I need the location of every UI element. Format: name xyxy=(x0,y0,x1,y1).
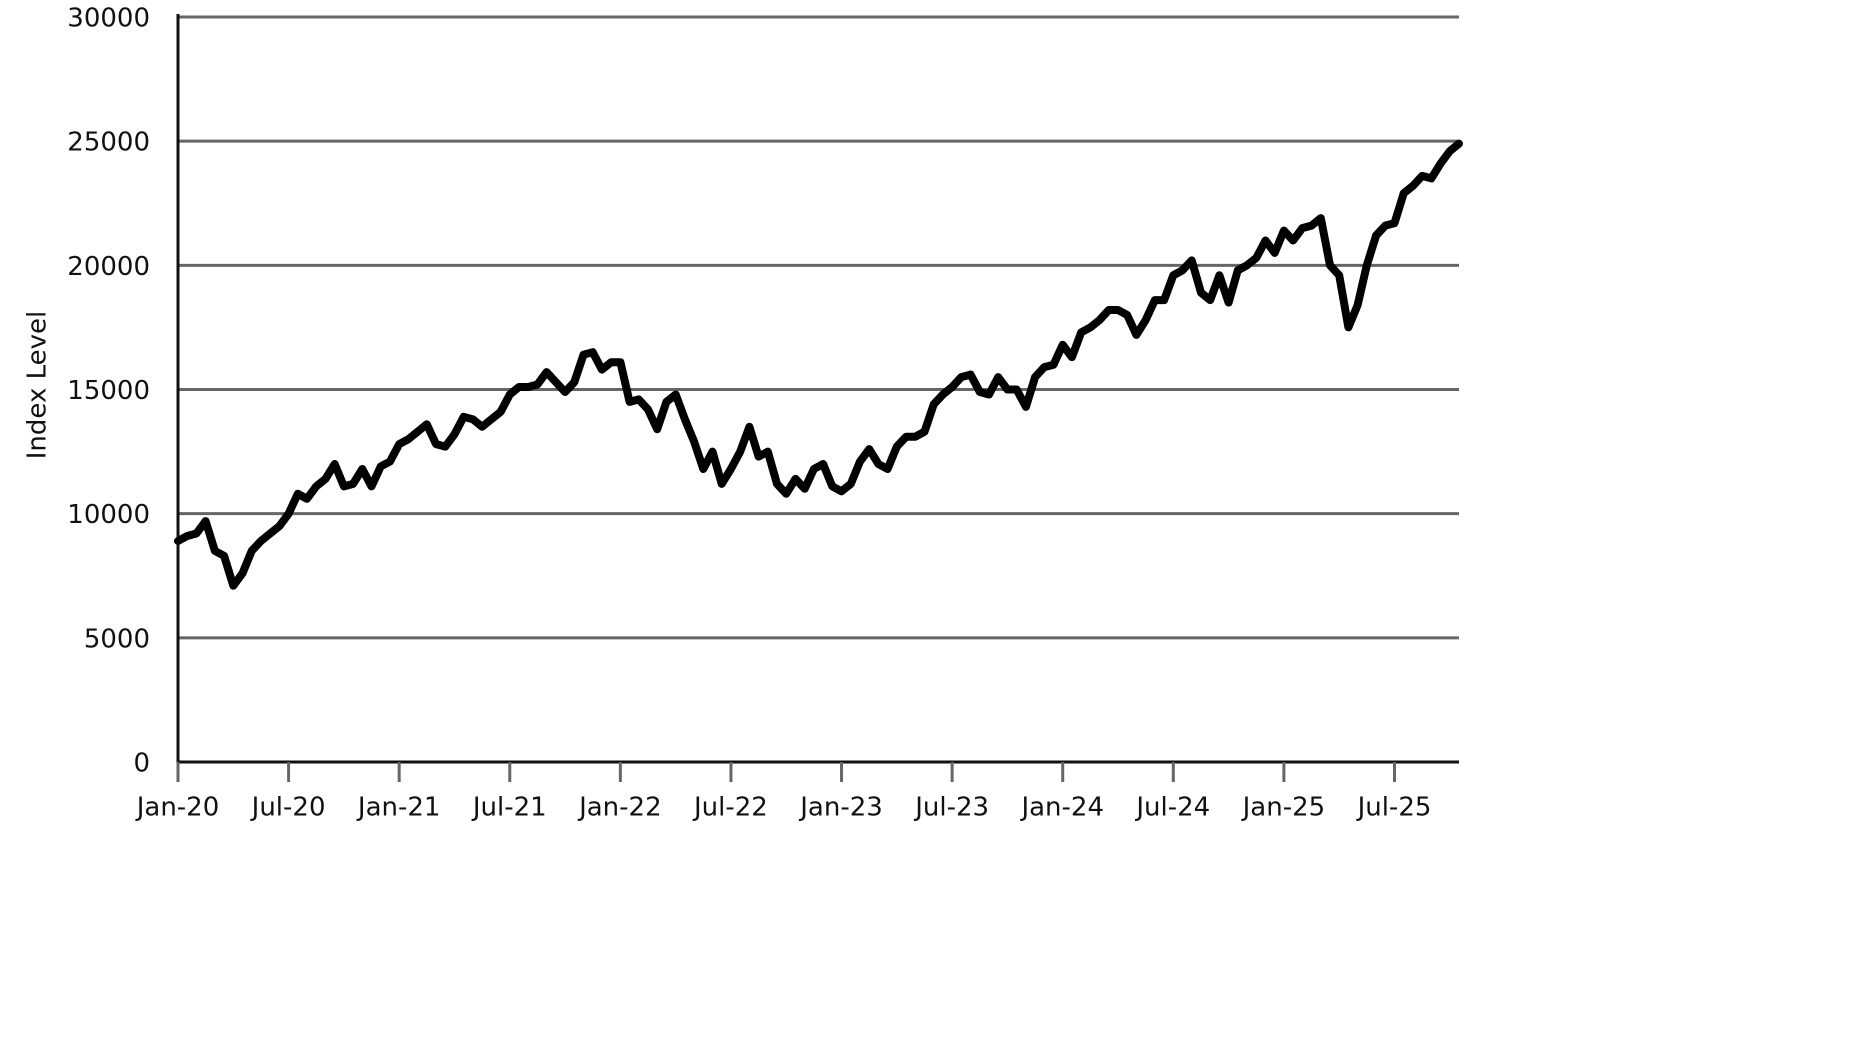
y-tick-label: 5000 xyxy=(84,624,150,654)
y-axis-label: Index Level xyxy=(23,311,53,459)
data-line xyxy=(174,139,1463,590)
y-tick-label: 0 xyxy=(133,749,150,779)
x-tick-label: Jan-25 xyxy=(1241,793,1326,823)
x-tick-label: Jan-21 xyxy=(356,793,441,823)
y-tick-label: 30000 xyxy=(67,4,150,34)
x-tick-label: Jul-21 xyxy=(471,793,547,823)
x-tick-label: Jul-23 xyxy=(913,793,989,823)
y-tick-label: 15000 xyxy=(67,376,150,406)
x-tick-label: Jul-25 xyxy=(1356,793,1432,823)
x-tick-label: Jan-20 xyxy=(135,793,220,823)
x-tick-label: Jan-22 xyxy=(577,793,662,823)
x-tick-label: Jul-24 xyxy=(1134,793,1210,823)
x-tick-label: Jan-24 xyxy=(1019,793,1104,823)
x-tick-label: Jul-20 xyxy=(250,793,326,823)
y-tick-label: 20000 xyxy=(67,252,150,282)
x-tick-label: Jan-23 xyxy=(798,793,883,823)
y-tick-label: 10000 xyxy=(67,500,150,530)
y-tick-label: 25000 xyxy=(67,128,150,158)
x-tick-label: Jul-22 xyxy=(692,793,768,823)
